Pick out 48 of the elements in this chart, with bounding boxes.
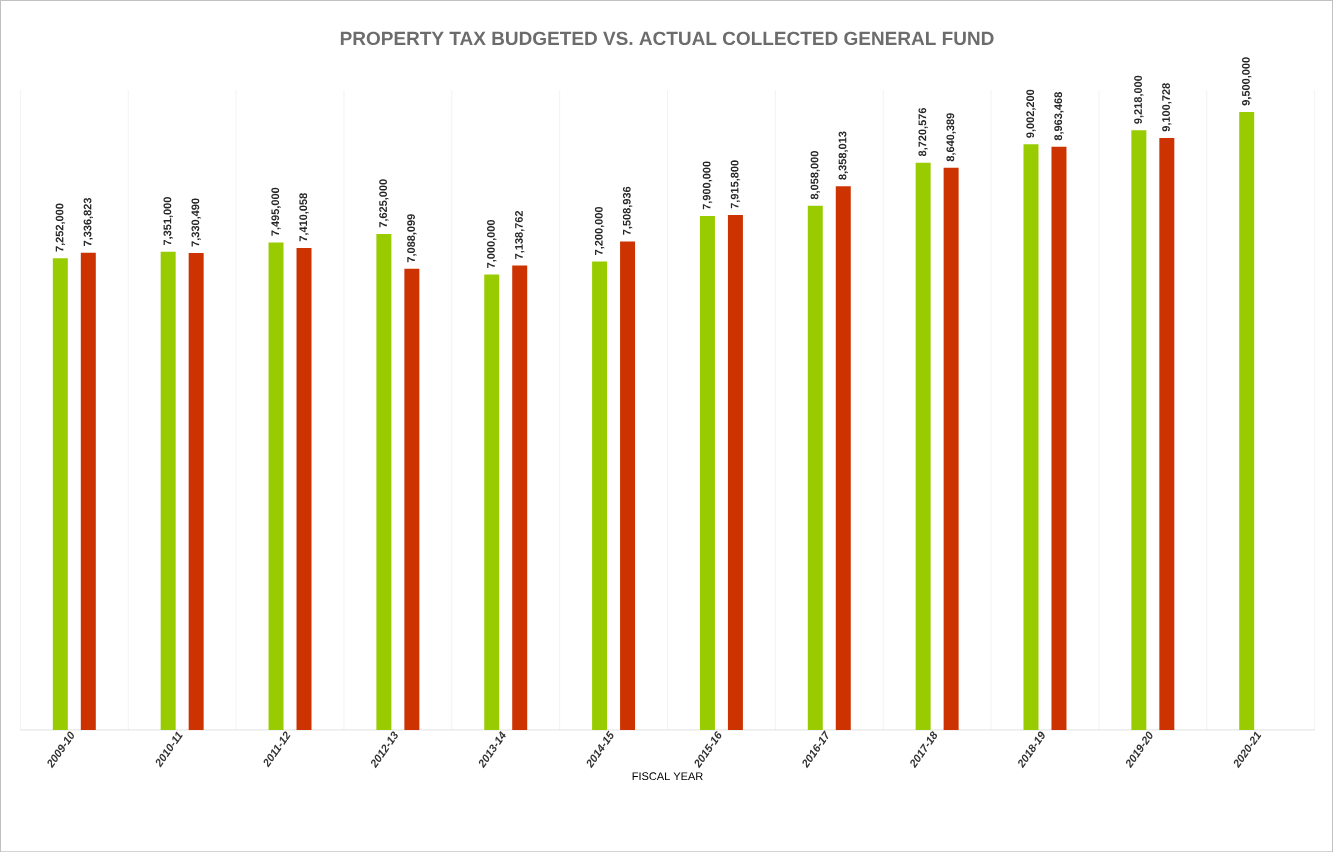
data-label: 7,252,000 (55, 203, 66, 252)
data-label: 7,508,936 (622, 186, 633, 235)
data-label: 7,138,762 (515, 210, 525, 259)
data-label: 8,058,000 (810, 150, 820, 200)
bar (699, 215, 715, 730)
bar (1023, 144, 1039, 730)
data-label: 7,336,823 (83, 197, 93, 246)
bar (727, 214, 743, 730)
data-label: 9,218,000 (1134, 75, 1144, 124)
bar (188, 252, 204, 730)
bar (296, 247, 312, 730)
bar (160, 251, 176, 730)
data-label: 9,500,000 (1242, 57, 1252, 106)
data-label: 7,915,800 (730, 160, 741, 209)
bar (1051, 146, 1067, 730)
bar (1159, 137, 1175, 730)
data-label: 7,410,058 (299, 193, 309, 242)
bar (620, 241, 636, 730)
bar (915, 162, 931, 730)
data-label: 7,351,000 (163, 196, 173, 245)
data-label: 7,200,000 (594, 206, 605, 255)
x-axis-title: FISCAL YEAR (632, 772, 703, 780)
data-label: 7,625,000 (379, 179, 389, 228)
bar (484, 274, 500, 730)
bar (80, 252, 96, 730)
bar (943, 167, 959, 730)
data-label: 7,000,000 (487, 219, 497, 268)
data-label: 9,002,200 (1026, 89, 1036, 138)
data-label: 8,640,389 (946, 113, 956, 162)
bar (512, 265, 528, 730)
data-label: 9,100,728 (1162, 83, 1172, 132)
bar (1239, 111, 1255, 730)
bar (592, 261, 608, 730)
data-label: 8,963,468 (1054, 91, 1064, 141)
chart-title: PROPERTY TAX BUDGETED VS. ACTUAL COLLECTED GENERAL FUND (340, 31, 994, 45)
bar (268, 242, 284, 730)
data-label: 7,330,490 (191, 198, 201, 247)
bar (404, 268, 420, 730)
bar (52, 258, 68, 730)
data-label: 8,358,013 (838, 131, 848, 180)
bar (1131, 130, 1147, 730)
data-label: 7,088,099 (407, 214, 417, 263)
bar (376, 233, 392, 730)
data-label: 7,495,000 (271, 187, 281, 236)
data-label: 7,900,000 (702, 161, 713, 210)
data-label: 8,720,576 (918, 107, 928, 156)
bar (835, 186, 851, 730)
bar (807, 205, 823, 730)
